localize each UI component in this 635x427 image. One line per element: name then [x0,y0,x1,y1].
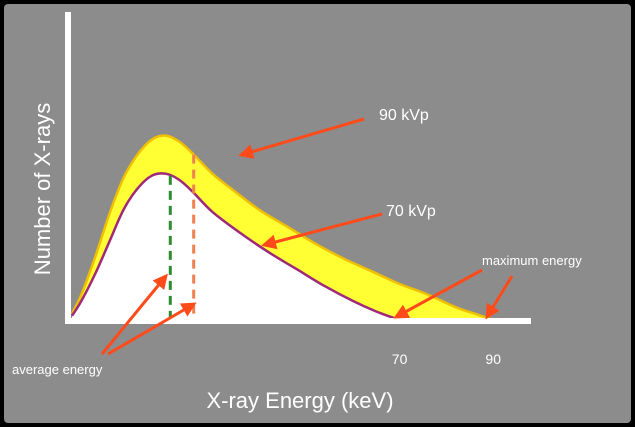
series-90-kvp-line [70,134,494,322]
series-areas [70,134,494,322]
arrow-90-kvp [238,117,365,159]
label-maximum-energy: maximum energy [482,253,582,268]
arrow-max-energy-70 [393,268,483,319]
x-tick-labels: 70 90 [392,351,501,367]
x-axis-label: X-ray Energy (keV) [206,388,393,413]
annotation-arrows [100,117,514,356]
y-axis-label: Number of X-rays [30,103,55,275]
label-70-kvp: 70 kVp [386,203,436,220]
arrow-avg-energy-70 [100,273,168,355]
label-90-kvp: 90 kVp [379,107,429,124]
arrow-avg-energy-90 [107,302,197,356]
arrow-70-kvp [261,212,383,250]
average-markers [168,154,196,320]
arrow-max-energy-90 [485,275,514,320]
label-average-energy: average energy [12,362,103,377]
slide-frame: Number of X-rays X-ray Energy (keV) 90 k… [4,4,631,423]
chart-text: Number of X-rays X-ray Energy (keV) 90 k… [12,103,582,413]
series-70-kvp-line [70,172,401,322]
x-tick-label-90: 90 [485,351,501,367]
x-tick-label-70: 70 [392,351,408,367]
xray-spectrum-chart: Number of X-rays X-ray Energy (keV) 90 k… [12,12,582,413]
axes [65,12,531,324]
